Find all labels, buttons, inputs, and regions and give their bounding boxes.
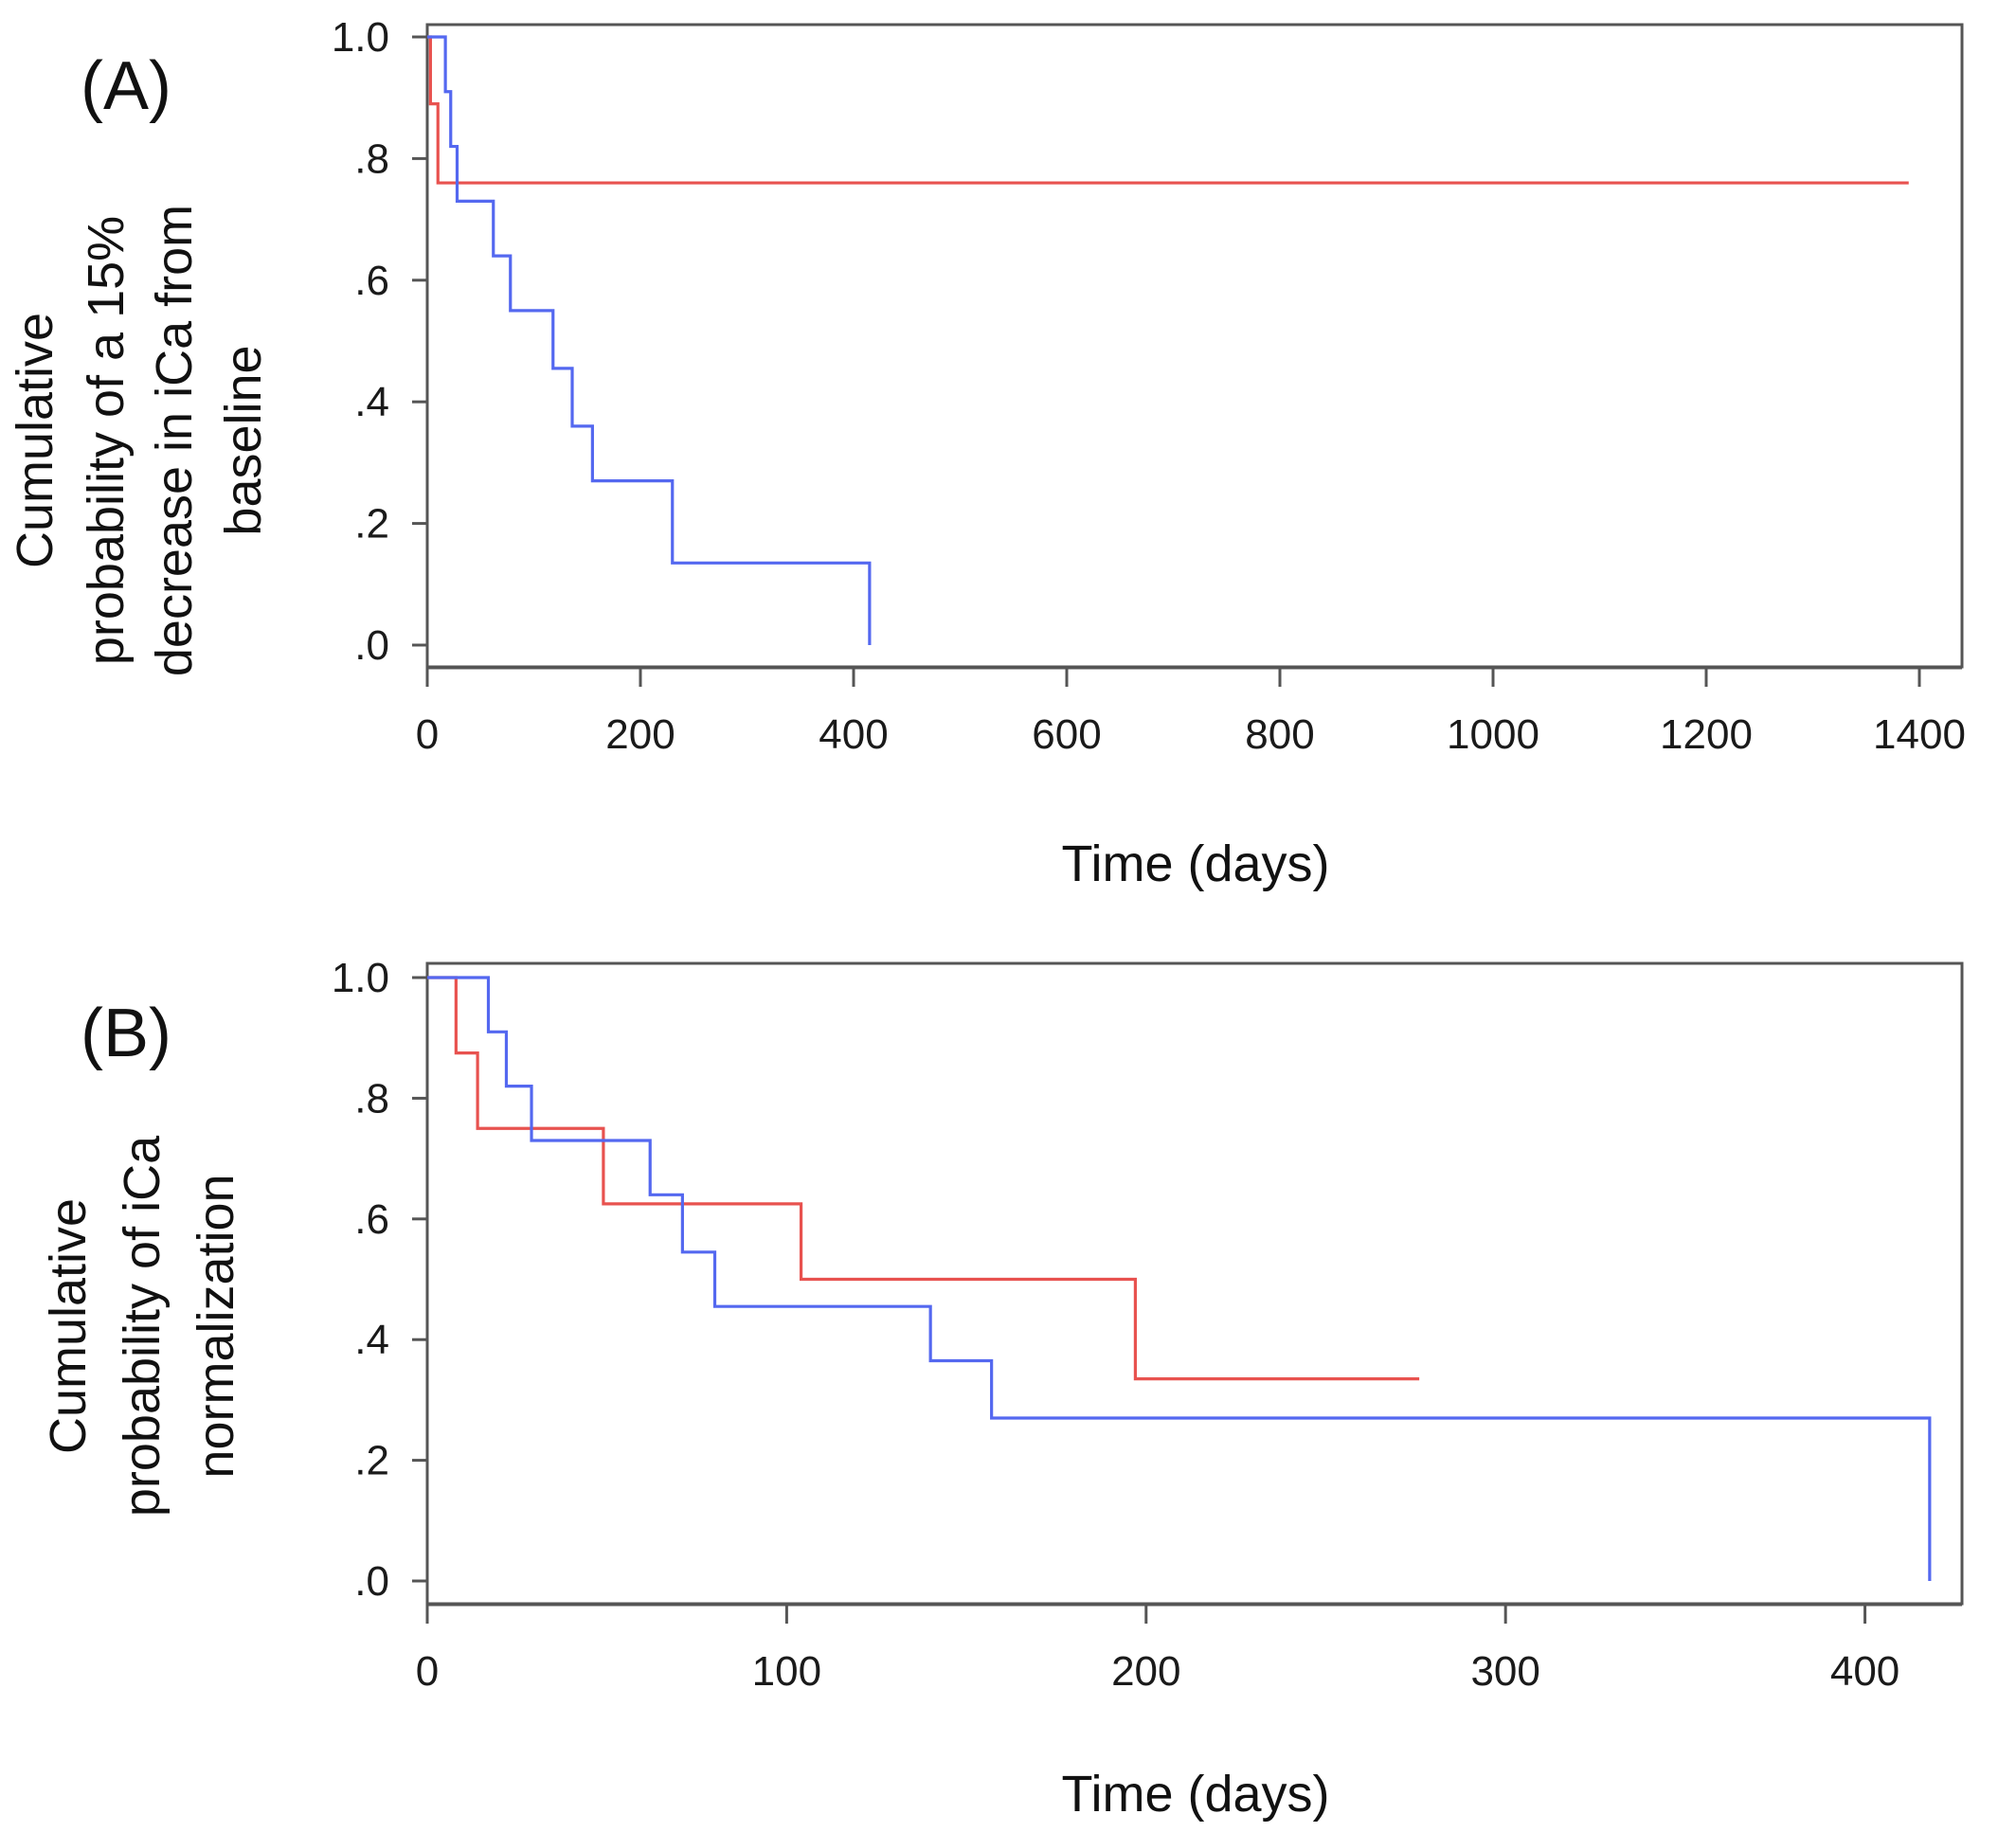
panel-b-y-axis-title-line-3: normalization xyxy=(188,1174,244,1478)
panel-b-x-tick-label: 200 xyxy=(1111,1648,1180,1695)
panel-b-y-tick-label: .4 xyxy=(354,1317,389,1363)
panel-a-x-ticks: 0 200 400 600 800 1000 1200 1400 xyxy=(416,668,1966,758)
panel-b-y-axis-title-line-1: Cumulative xyxy=(40,1198,97,1454)
panel-a-y-ticks: .0 .2 .4 .6 .8 1.0 xyxy=(332,14,427,669)
panel-a-x-tick-label: 1000 xyxy=(1447,711,1539,758)
panel-b-y-tick-label: .6 xyxy=(354,1196,389,1243)
panel-a-x-tick-label: 800 xyxy=(1245,711,1314,758)
panel-b-y-axis-title: Cumulative probability of iCa normalizat… xyxy=(40,1135,244,1517)
panel-b-series-group xyxy=(427,976,1932,1581)
panel-a-x-tick-label: 600 xyxy=(1032,711,1101,758)
panel-a-y-tick-label: .4 xyxy=(354,379,389,425)
panel-b-series-line-blue xyxy=(427,976,1932,1581)
panel-b-series-line-red xyxy=(427,976,1420,1381)
panel-a-x-tick-label: 200 xyxy=(605,711,675,758)
panel-b-x-tick-label: 400 xyxy=(1830,1648,1899,1695)
panel-a-series-line-blue xyxy=(427,35,872,645)
panel-a-y-tick-label: .0 xyxy=(354,622,389,669)
panel-a-y-tick-label: .6 xyxy=(354,258,389,304)
panel-a-y-axis-title-line-4: baseline xyxy=(215,345,272,535)
panel-a-y-axis-title-line-1: Cumulative xyxy=(7,313,63,568)
panel-b-x-tick-label: 100 xyxy=(752,1648,821,1695)
panel-a-y-tick-label: .8 xyxy=(354,135,389,182)
panel-b-x-ticks: 0 100 200 300 400 xyxy=(416,1605,1899,1695)
panel-a-y-axis-title-line-2: probability of a 15% xyxy=(78,216,135,665)
panel-b-y-tick-label: .0 xyxy=(354,1558,389,1605)
panel-a-y-axis-title: Cumulative probability of a 15% decrease… xyxy=(7,205,272,676)
panel-b-x-tick-label: 300 xyxy=(1470,1648,1539,1695)
panel-a-plot-frame xyxy=(425,23,1964,669)
panel-a-y-tick-label: .2 xyxy=(354,501,389,548)
panel-b-y-axis-title-line-2: probability of iCa xyxy=(114,1135,171,1517)
panel-a-y-tick-label: 1.0 xyxy=(332,14,389,61)
panel-a-x-tick-label: 1400 xyxy=(1873,711,1966,758)
panel-b-y-tick-label: 1.0 xyxy=(332,955,389,1001)
panel-a-series-line-red xyxy=(427,35,1909,185)
panel-b-y-tick-label: .8 xyxy=(354,1075,389,1122)
panel-a-letter: (A) xyxy=(81,48,171,124)
panel-b-chart: (B) .0 .2 .4 .6 .8 1.0 0 100 200 300 400 Time (da… xyxy=(40,955,1964,1823)
panel-b-y-ticks: .0 .2 .4 .6 .8 1.0 xyxy=(332,955,427,1605)
panel-b-x-tick-label: 0 xyxy=(416,1648,439,1695)
panel-a-chart: (A) .0 .2 .4 .6 .8 1.0 0 200 400 600 800 1000 1200 1… xyxy=(7,14,1966,892)
panel-a-x-tick-label: 1200 xyxy=(1660,711,1753,758)
panel-a-x-tick-label: 400 xyxy=(819,711,888,758)
panel-a-x-tick-label: 0 xyxy=(416,711,439,758)
panel-a-y-axis-title-line-3: decrease in iCa from xyxy=(146,205,203,676)
panel-b-plot-frame xyxy=(425,961,1964,1606)
panel-b-x-axis-title: Time (days) xyxy=(1061,1766,1329,1823)
panel-a-x-axis-title: Time (days) xyxy=(1061,835,1329,892)
panel-b-letter: (B) xyxy=(81,996,171,1071)
panel-b-y-tick-label: .2 xyxy=(354,1438,389,1484)
panel-a-series-group xyxy=(427,35,1909,645)
